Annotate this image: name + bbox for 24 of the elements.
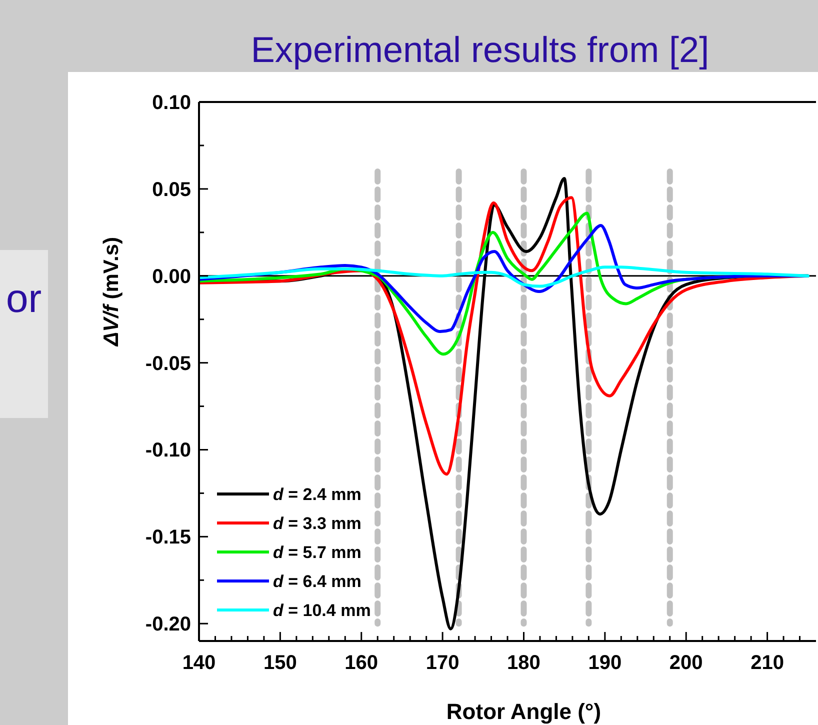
y-axis-title: ΔV/f (mV.s) [100, 236, 123, 348]
x-tick-label: 180 [507, 652, 540, 674]
x-tick-label: 160 [344, 652, 378, 674]
legend-label: d = 2.4 mm [273, 485, 362, 504]
y-tick-label: -0.10 [145, 440, 191, 462]
legend-label: d = 5.7 mm [273, 543, 362, 562]
legend-label: d = 3.3 mm [273, 514, 362, 533]
y-tick-label: 0.05 [152, 178, 191, 201]
y-tick-label: 0.00 [152, 266, 191, 288]
x-tick-label: 140 [182, 652, 216, 674]
x-tick-label: 210 [750, 652, 784, 674]
x-tick-label: 190 [588, 652, 622, 674]
chart-title: Experimental results from [2] [250, 29, 710, 70]
y-tick-label: -0.05 [145, 352, 191, 375]
legend-label: d = 6.4 mm [273, 572, 362, 591]
x-axis-title: Rotor Angle (°) [446, 699, 602, 724]
x-tick-label: 150 [263, 652, 297, 674]
legend-label: d = 10.4 mm [273, 601, 371, 620]
y-tick-label: -0.15 [145, 526, 191, 549]
text: or [6, 277, 42, 321]
y-tick-label: 0.10 [152, 92, 191, 114]
x-tick-label: 170 [426, 652, 460, 674]
y-tick-label: -0.20 [145, 614, 191, 636]
x-tick-label: 200 [669, 652, 703, 674]
